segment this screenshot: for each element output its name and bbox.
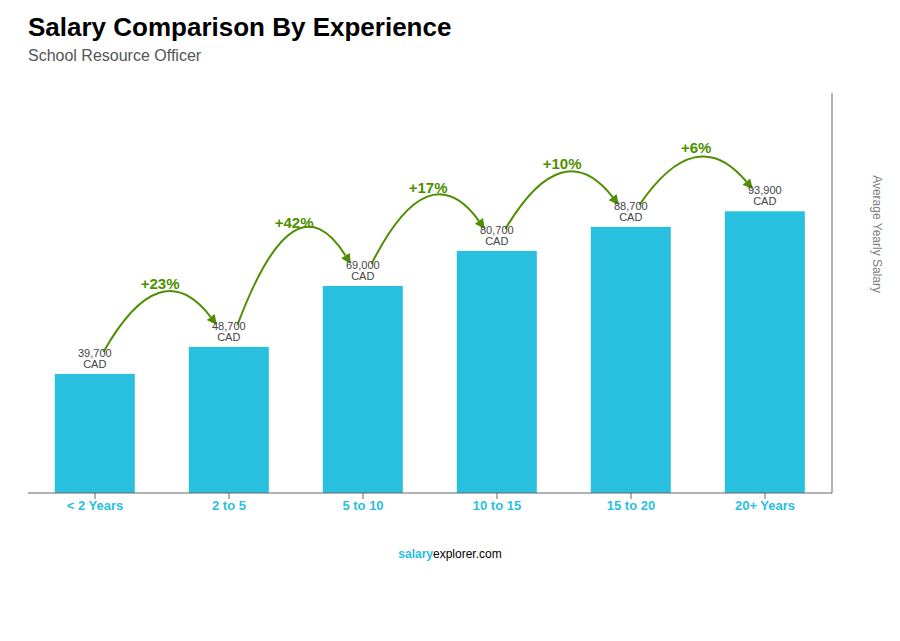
html-text:School Resource Officer: School Resource Officer xyxy=(28,47,202,64)
svg-text:20+ Years: 20+ Years xyxy=(735,498,795,513)
svg-text:69,000CAD: 69,000CAD xyxy=(346,259,380,282)
svg-text:15 to 20: 15 to 20 xyxy=(607,498,655,513)
svg-text:2 to 5: 2 to 5 xyxy=(212,498,246,513)
svg-text:80,700CAD: 80,700CAD xyxy=(480,224,514,247)
html-text:Salary Comparison By Experienc: Salary Comparison By Experience xyxy=(28,12,452,42)
svg-text:+6%: +6% xyxy=(681,139,711,156)
svg-text:93,900CAD: 93,900CAD xyxy=(748,184,782,207)
html-text:salary explorer.com: salary explorer.com xyxy=(398,547,502,561)
svg-text:+23%: +23% xyxy=(141,275,180,292)
svg-text:+10%: +10% xyxy=(543,155,582,172)
svg-text:10 to 15: 10 to 15 xyxy=(473,498,521,513)
svg-text:48,700CAD: 48,700CAD xyxy=(212,320,246,343)
svg-text:< 2 Years: < 2 Years xyxy=(67,498,124,513)
svg-text:88,700CAD: 88,700CAD xyxy=(614,200,648,223)
svg-text:5 to 10: 5 to 10 xyxy=(342,498,383,513)
svg-text:+42%: +42% xyxy=(275,214,314,231)
svg-text:+17%: +17% xyxy=(409,179,448,196)
svg-text:Average Yearly Salary: Average Yearly Salary xyxy=(870,175,884,293)
svg-text:39,700CAD: 39,700CAD xyxy=(78,347,112,370)
